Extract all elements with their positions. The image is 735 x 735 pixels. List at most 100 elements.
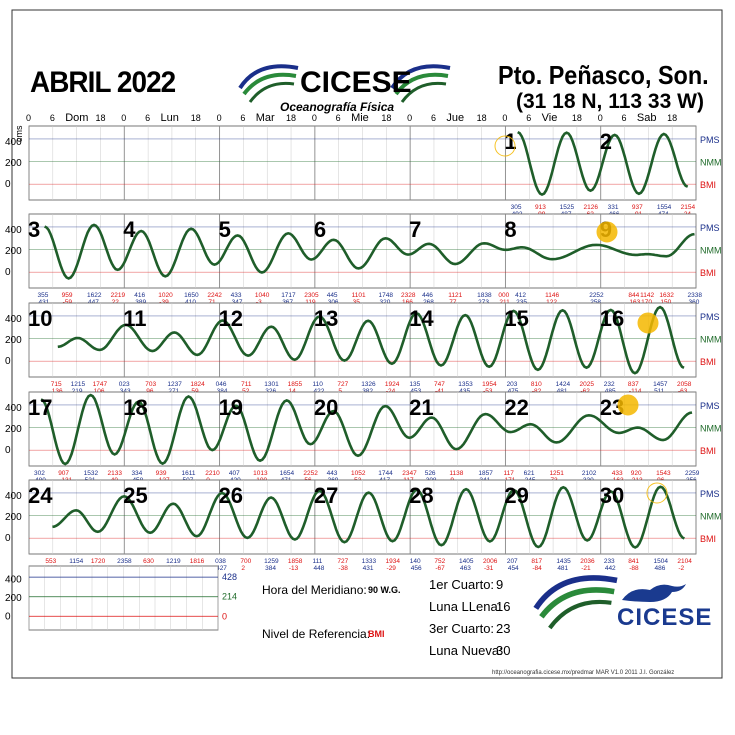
extremum-height: -63 xyxy=(678,388,688,395)
extremum-time: 1333 xyxy=(362,558,377,565)
extremum-time: 630 xyxy=(143,558,154,565)
extremum-time: 135 xyxy=(409,381,420,388)
extremum-time: 752 xyxy=(434,558,445,565)
extremum-time: 302 xyxy=(34,470,45,477)
extremum-height: 384 xyxy=(217,388,228,395)
extremum-height: 360 xyxy=(689,299,700,306)
extremum-time: 1622 xyxy=(87,292,102,299)
extremum-height: 52 xyxy=(242,388,250,395)
legend-level-value: 214 xyxy=(222,592,237,602)
legend-y-tick: 200 xyxy=(5,593,22,604)
tide-curve xyxy=(57,305,685,375)
extremum-height: 35 xyxy=(353,299,361,306)
extremum-time: 747 xyxy=(434,381,445,388)
y-tick-label: 0 xyxy=(5,267,11,278)
y-tick-label: 200 xyxy=(5,335,22,346)
y-tick-label: 0 xyxy=(5,445,11,456)
extremum-height: -39 xyxy=(159,299,169,306)
extremum-height: 486 xyxy=(655,565,666,572)
extremum-height: 475 xyxy=(508,388,519,395)
extremum-height: 14 xyxy=(289,388,297,395)
extremum-time: 1154 xyxy=(69,558,83,565)
extremum-time: 1824 xyxy=(190,381,205,388)
bmi-label: BMI xyxy=(700,180,716,190)
extremum-height: -2 xyxy=(678,565,684,572)
hour-tick-label: 6 xyxy=(431,113,436,123)
extremum-time: 1650 xyxy=(184,292,199,299)
extremum-time: 1353 xyxy=(458,381,473,388)
pms-label: PMS xyxy=(700,312,720,322)
extremum-time: 2025 xyxy=(579,381,594,388)
extremum-time: 1855 xyxy=(288,381,303,388)
extremum-time: 443 xyxy=(327,470,338,477)
day-number: 16 xyxy=(600,306,624,331)
moon-phase-marker xyxy=(596,221,618,243)
y-tick-label: 0 xyxy=(5,356,11,367)
extremum-time: 416 xyxy=(134,292,145,299)
extremum-height: -62 xyxy=(580,388,590,395)
day-number: 21 xyxy=(409,395,433,420)
extremum-time: 1301 xyxy=(264,381,279,388)
legend-level-value: 0 xyxy=(222,611,227,621)
extremum-time: 117 xyxy=(504,470,515,477)
extremum-height: -82 xyxy=(532,388,542,395)
chart-title: ABRIL 2022 xyxy=(30,66,176,99)
extremum-time: 1121 xyxy=(448,292,462,299)
extremum-time: 1259 xyxy=(264,558,279,565)
extremum-height: 389 xyxy=(135,299,146,306)
extremum-time: 1525 xyxy=(560,204,575,211)
footer-logo-swoosh-arc-1 xyxy=(533,575,618,610)
extremum-time: 1858 xyxy=(288,558,303,565)
extremum-time: 1219 xyxy=(166,558,181,565)
day-number: 20 xyxy=(314,395,338,420)
day-number: 4 xyxy=(123,217,136,242)
day-name-label: Sab xyxy=(637,112,657,124)
extremum-height: 136 xyxy=(52,388,63,395)
y-tick-label: 0 xyxy=(5,179,11,190)
extremum-height: 59 xyxy=(191,388,199,395)
footer-logo-swoosh-arc-2 xyxy=(539,587,615,619)
reference-value: BMI xyxy=(368,629,385,639)
y-tick-label: 200 xyxy=(5,512,22,523)
day-number: 12 xyxy=(219,306,243,331)
extremum-time: 810 xyxy=(531,381,542,388)
extremum-time: 920 xyxy=(631,470,642,477)
y-unit-label: cms xyxy=(14,125,24,142)
extremum-time: 1405 xyxy=(459,558,474,565)
extremum-height: 77 xyxy=(449,299,457,306)
extremum-time: 433 xyxy=(612,470,623,477)
nmm-label: NMM xyxy=(700,424,722,434)
extremum-time: 1744 xyxy=(378,470,393,477)
extremum-height: -53 xyxy=(483,388,493,395)
extremum-height: 273 xyxy=(478,299,489,306)
header-logo-right-arc-1 xyxy=(390,64,451,90)
extremum-time: 140 xyxy=(410,558,421,565)
header-logo-left-arc-2 xyxy=(242,72,297,96)
extremum-height: 454 xyxy=(508,565,519,572)
moon-phase-marker xyxy=(646,482,668,504)
extremum-time: 023 xyxy=(119,381,130,388)
extremum-time: 1215 xyxy=(71,381,86,388)
day-number: 1 xyxy=(504,129,516,154)
extremum-time: 110 xyxy=(312,381,323,388)
hour-tick-label: 18 xyxy=(477,113,487,123)
pms-label: PMS xyxy=(700,401,720,411)
extremum-time: 2305 xyxy=(304,292,319,299)
extremum-height: 170 xyxy=(641,299,652,306)
extremum-time: 1720 xyxy=(91,558,106,565)
extremum-height: -3 xyxy=(256,299,262,306)
hour-tick-label: 6 xyxy=(145,113,150,123)
day-number: 15 xyxy=(504,306,528,331)
pms-label: PMS xyxy=(700,489,720,499)
day-number: 24 xyxy=(28,483,53,508)
extremum-time: 553 xyxy=(45,558,56,565)
extremum-time: 331 xyxy=(608,204,619,211)
extremum-time: 959 xyxy=(62,292,73,299)
extremum-time: 1040 xyxy=(255,292,270,299)
extremum-time: 1237 xyxy=(167,381,182,388)
extremum-time: 2154 xyxy=(681,204,696,211)
extremum-time: 1611 xyxy=(182,470,196,477)
extremum-height: -114 xyxy=(629,388,642,395)
